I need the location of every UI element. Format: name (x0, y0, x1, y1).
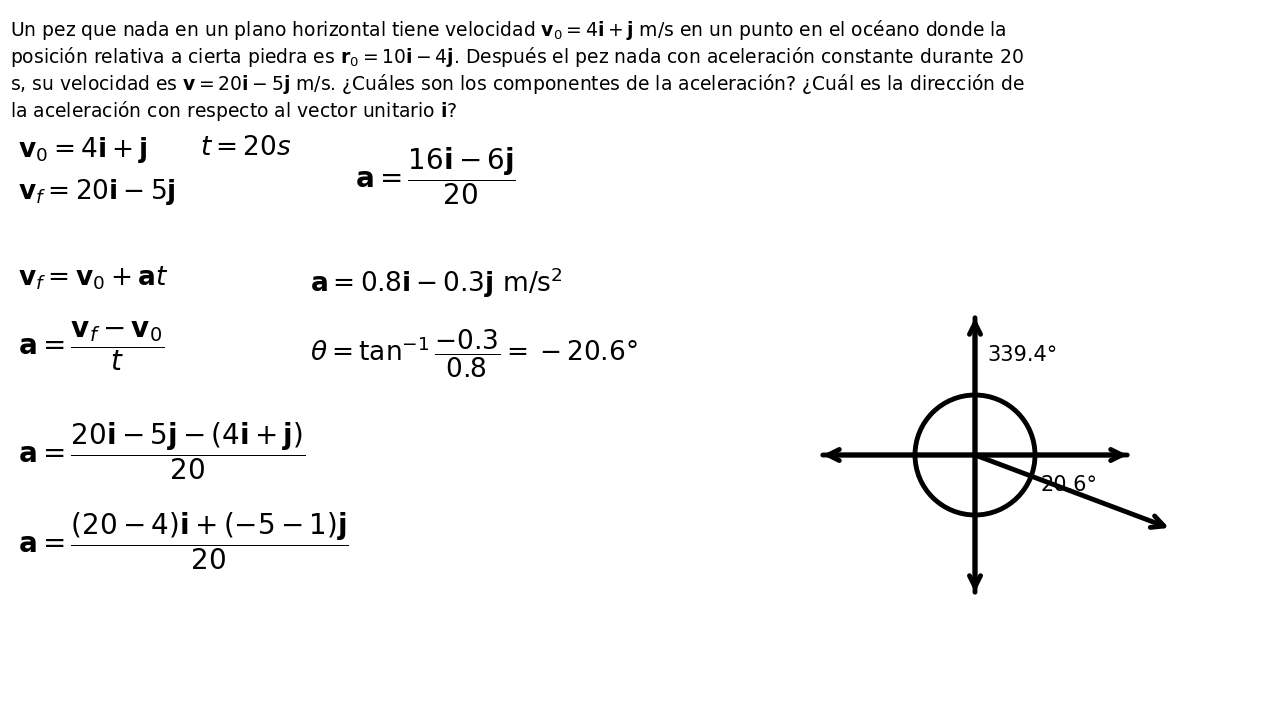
Text: $\mathbf{a} = \dfrac{\mathbf{v}_f - \mathbf{v}_0}{t}$: $\mathbf{a} = \dfrac{\mathbf{v}_f - \mat… (18, 320, 164, 374)
Text: s, su velocidad es $\mathbf{v} = 20\mathbf{i} - 5\mathbf{j}$ m/s. ¿Cuáles son lo: s, su velocidad es $\mathbf{v} = 20\math… (10, 72, 1025, 96)
Text: 339.4°: 339.4° (987, 345, 1057, 365)
Text: posición relativa a cierta piedra es $\mathbf{r}_0 = 10\mathbf{i} - 4\mathbf{j}$: posición relativa a cierta piedra es $\m… (10, 45, 1024, 69)
Text: $\mathbf{a} = \dfrac{(20 - 4)\mathbf{i} + (-5 - 1)\mathbf{j}}{20}$: $\mathbf{a} = \dfrac{(20 - 4)\mathbf{i} … (18, 510, 349, 572)
Text: $\mathbf{v}_f = \mathbf{v}_0 + \mathbf{a}t$: $\mathbf{v}_f = \mathbf{v}_0 + \mathbf{a… (18, 265, 169, 292)
Text: $t = 20s$: $t = 20s$ (200, 135, 292, 161)
Text: la aceleración con respecto al vector unitario $\mathbf{i}$?: la aceleración con respecto al vector un… (10, 99, 457, 123)
Text: $\mathbf{v}_0 = 4\mathbf{i} + \mathbf{j}$: $\mathbf{v}_0 = 4\mathbf{i} + \mathbf{j}… (18, 135, 147, 165)
Text: $\mathbf{a} = \dfrac{20\mathbf{i} - 5\mathbf{j} - (4\mathbf{i} + \mathbf{j})}{20: $\mathbf{a} = \dfrac{20\mathbf{i} - 5\ma… (18, 420, 306, 482)
Text: $\mathbf{a} = \dfrac{16\mathbf{i} - 6\mathbf{j}}{20}$: $\mathbf{a} = \dfrac{16\mathbf{i} - 6\ma… (355, 145, 516, 207)
Text: Un pez que nada en un plano horizontal tiene velocidad $\mathbf{v}_0 = 4\mathbf{: Un pez que nada en un plano horizontal t… (10, 18, 1006, 42)
Text: $\theta = \tan^{-1}\dfrac{-0.3}{0.8} = -20.6°$: $\theta = \tan^{-1}\dfrac{-0.3}{0.8} = -… (310, 328, 637, 380)
Text: $\mathbf{v}_f = 20\mathbf{i} - 5\mathbf{j}$: $\mathbf{v}_f = 20\mathbf{i} - 5\mathbf{… (18, 177, 175, 207)
Text: 20.6°: 20.6° (1039, 475, 1097, 495)
Text: $\mathbf{a} = 0.8\mathbf{i} - 0.3\mathbf{j}\ \mathrm{m/s}^2$: $\mathbf{a} = 0.8\mathbf{i} - 0.3\mathbf… (310, 265, 563, 300)
